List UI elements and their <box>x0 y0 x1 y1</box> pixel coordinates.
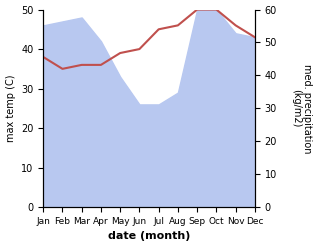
X-axis label: date (month): date (month) <box>108 231 190 242</box>
Y-axis label: max temp (C): max temp (C) <box>5 75 16 142</box>
Y-axis label: med. precipitation
(kg/m2): med. precipitation (kg/m2) <box>291 64 313 153</box>
